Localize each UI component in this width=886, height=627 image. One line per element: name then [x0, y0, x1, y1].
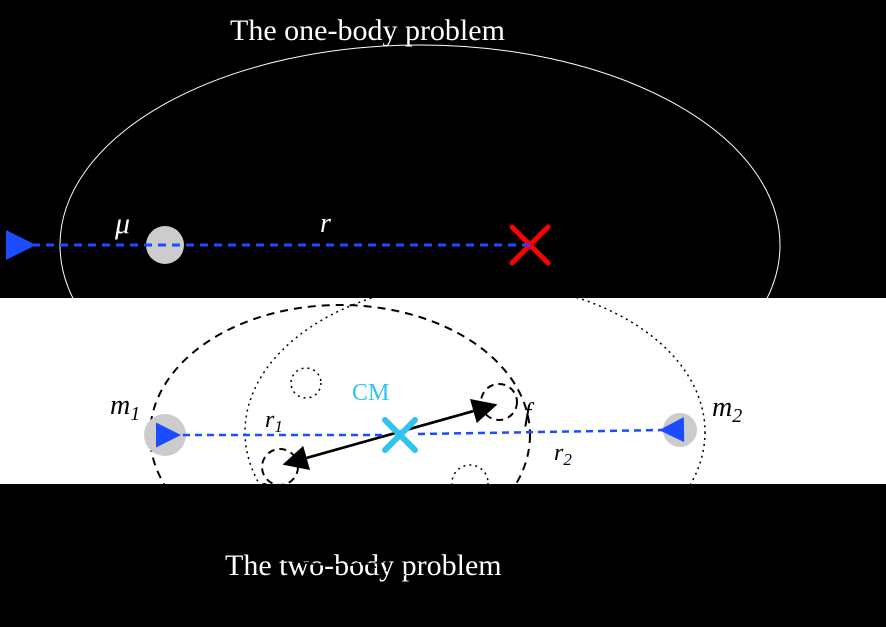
m1-body	[144, 414, 186, 456]
cm-label: CM	[352, 380, 389, 406]
r-label: r	[320, 208, 331, 239]
m2-body	[663, 413, 697, 447]
bottom-panel: The two-body problem m1 m2 CM r1 r2	[0, 282, 886, 582]
top-title: The one-body problem	[230, 14, 505, 47]
mu-label: μ	[114, 207, 130, 240]
bottom-white-bg	[0, 298, 886, 484]
